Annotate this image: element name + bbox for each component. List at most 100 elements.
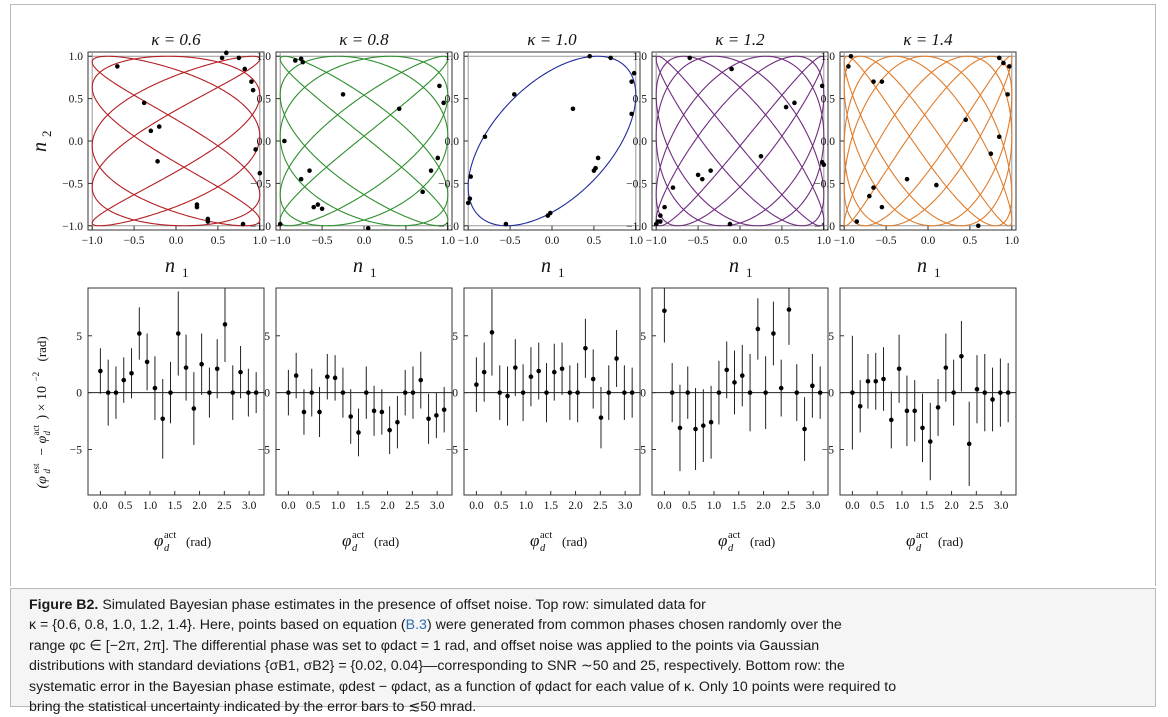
- data-point: [865, 378, 871, 384]
- y-tick-label: −0.5: [438, 178, 459, 190]
- y-axis-label-part: est: [31, 463, 41, 473]
- x-tick-label: 3.0: [618, 500, 633, 512]
- x-tick-label: 1.5: [920, 500, 935, 512]
- data-point: [701, 423, 706, 428]
- y-tick-label: 1.0: [257, 51, 272, 63]
- model-curve: [843, 55, 1013, 227]
- y-tick-label: −0.5: [250, 178, 271, 190]
- x-tick-label: 1.5: [544, 500, 559, 512]
- data-point: [670, 185, 676, 190]
- data-point: [465, 200, 471, 206]
- data-point: [129, 371, 134, 376]
- y-axis-label-part: ) × 10: [35, 386, 50, 420]
- data-point: [105, 390, 111, 395]
- y-tick-label: −1.0: [62, 221, 83, 233]
- data-point: [850, 390, 855, 395]
- x-axis-label-subscript: d: [728, 543, 734, 554]
- y-axis-label-part: − φ: [35, 436, 50, 457]
- x-tick-label: 0.0: [733, 235, 748, 247]
- data-point: [846, 64, 851, 69]
- data-point: [309, 390, 315, 395]
- data-point: [301, 409, 307, 415]
- data-point: [716, 390, 722, 395]
- data-point: [441, 407, 447, 412]
- x-axis-label-symbol: φ: [154, 531, 163, 550]
- data-point: [497, 390, 503, 395]
- data-point: [482, 134, 488, 140]
- data-point: [1005, 92, 1010, 97]
- data-point: [904, 408, 910, 414]
- data-point: [435, 155, 441, 161]
- x-axis-label-symbol: φ: [342, 531, 351, 550]
- x-axis-label-subscript: d: [540, 543, 546, 554]
- x-tick-label: 1.5: [168, 500, 183, 512]
- data-point: [727, 221, 733, 227]
- data-point: [175, 331, 181, 336]
- data-point: [141, 100, 147, 106]
- x-tick-label: 0.0: [845, 500, 860, 512]
- data-point: [437, 83, 442, 89]
- caption-line-5: systematic error in the Bayesian phase e…: [29, 678, 897, 695]
- data-point: [246, 390, 251, 395]
- caption-label: Figure B2.: [29, 597, 99, 613]
- x-axis-label-symbol: φ: [530, 531, 539, 550]
- data-point: [253, 147, 258, 152]
- y-tick-label: 5: [828, 331, 834, 343]
- y-tick-label: 5: [452, 331, 458, 343]
- top-panel-1: −1.0 −1.0 −0.5 −0.5 0.0 0.0 0.5 0.5 1.0 1.0 κ = 0.…: [29, 30, 267, 280]
- data-point: [292, 58, 298, 63]
- data-point: [708, 419, 714, 425]
- data-point: [920, 425, 925, 431]
- y-tick-label: −0.5: [626, 178, 647, 190]
- data-point: [669, 390, 675, 395]
- x-axis-label: n: [165, 255, 175, 277]
- data-point: [214, 366, 220, 372]
- data-point: [311, 204, 317, 210]
- data-point: [729, 66, 734, 72]
- x-axis-label-superscript: act: [728, 530, 740, 541]
- x-tick-label: 0.5: [963, 235, 978, 247]
- data-point: [629, 390, 635, 395]
- x-tick-label: 2.0: [944, 500, 959, 512]
- data-point: [410, 390, 416, 395]
- data-point: [348, 414, 354, 419]
- plot-frame: [87, 287, 265, 496]
- x-tick-label: 0.5: [682, 500, 697, 512]
- data-point: [996, 134, 1002, 140]
- x-axis-label-subscript: d: [916, 543, 922, 554]
- data-point: [240, 221, 246, 227]
- model-curve: [655, 55, 825, 227]
- y-tick-label: 5: [640, 331, 646, 343]
- caption-line-4: distributions with standard deviations {…: [29, 658, 845, 675]
- data-point: [854, 219, 860, 224]
- data-point: [959, 353, 964, 359]
- data-point: [662, 308, 667, 314]
- data-point: [693, 426, 698, 432]
- data-point: [935, 405, 941, 410]
- data-point: [402, 390, 408, 395]
- data-point: [219, 55, 225, 61]
- y-tick-label: −0.5: [814, 178, 835, 190]
- data-point: [548, 210, 553, 216]
- x-tick-label: −0.5: [124, 235, 145, 247]
- data-point: [927, 439, 933, 444]
- plot-frame: [839, 287, 1017, 496]
- data-point: [889, 417, 894, 423]
- data-point: [536, 368, 542, 374]
- y-tick-label: 0.5: [69, 94, 84, 106]
- data-point: [250, 87, 256, 93]
- data-point: [238, 369, 243, 375]
- data-point: [199, 361, 204, 367]
- data-point: [168, 390, 173, 395]
- equation-link[interactable]: B.3: [405, 617, 427, 634]
- y-tick-label: 0.5: [257, 94, 272, 106]
- y-tick-label: −1.0: [814, 221, 835, 233]
- data-point: [282, 138, 287, 144]
- y-tick-label: −5: [258, 445, 270, 457]
- y-tick-label: −0.5: [62, 178, 83, 190]
- data-point: [249, 79, 254, 84]
- data-point: [544, 390, 549, 395]
- data-point: [598, 415, 604, 420]
- x-tick-label: 1.0: [143, 500, 158, 512]
- data-point: [974, 386, 980, 392]
